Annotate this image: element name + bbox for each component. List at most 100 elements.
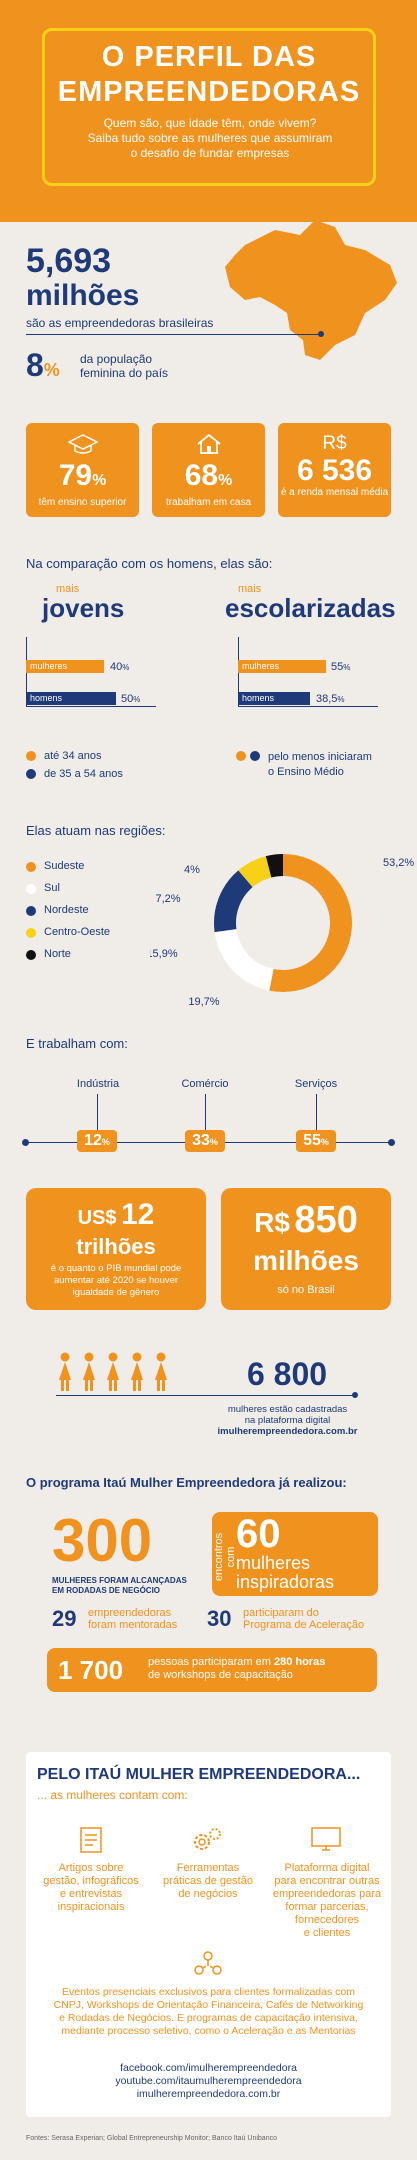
- rodadas-caption: MULHERES FORAM ALCANÇADAS EM RODADAS DE …: [52, 1576, 187, 1596]
- sector-connector: [205, 1094, 206, 1130]
- caption-line: foram mentoradas: [88, 1619, 178, 1631]
- timeline-dot: [388, 1139, 395, 1146]
- bar-label: homens: [30, 693, 63, 703]
- educated-title: escolarizadas: [225, 593, 396, 623]
- unit: %: [343, 663, 351, 672]
- region-legend-item: Sul: [26, 882, 146, 896]
- caption-line: igualdade de gênero: [72, 1287, 160, 1298]
- benefit-links: facebook.com/imulherempreendedora youtub…: [37, 2062, 380, 2101]
- donut-label: 19,7%: [188, 996, 219, 1008]
- caption-line: inspiradoras: [236, 1572, 335, 1592]
- stat-card-income: R$ 6 536 é a renda mensal média: [278, 423, 391, 517]
- facebook-link[interactable]: facebook.com/imulherempreendedora: [120, 2062, 297, 2074]
- caption-line: na plataforma digital: [244, 1415, 331, 1426]
- young-bar-men: homens: [26, 692, 116, 705]
- caption-line: empreendedoras: [88, 1607, 172, 1619]
- unit: trilhões: [76, 1234, 156, 1259]
- benefit-line: inspiracionais: [57, 1901, 125, 1913]
- header-frame: [42, 28, 376, 186]
- benefit-line: de negócios: [178, 1888, 238, 1900]
- value: 33: [192, 1132, 210, 1149]
- caption-bold: 280 horas: [273, 1656, 326, 1668]
- donut-label: 15,9%: [150, 948, 178, 960]
- timeline-dot: [22, 1139, 29, 1146]
- sources-footnote: Fontes: Serasa Experian; Global Entrepre…: [26, 2135, 277, 2142]
- divider-dot: [352, 1392, 358, 1398]
- legend-dot: [236, 751, 246, 761]
- sector-connector: [316, 1094, 317, 1130]
- comparison-heading: Na comparação com os homens, elas são:: [26, 556, 273, 571]
- donut-label: 7,2%: [155, 893, 180, 905]
- sector-label-servicos: Serviços: [294, 1078, 338, 1090]
- sector-value-industria: 12%: [77, 1130, 117, 1152]
- encontros-value: 60: [236, 1512, 281, 1556]
- benefit-line: para encontrar outras: [274, 1875, 380, 1887]
- benefit-line: CNPJ, Workshops de Orientação Financeira…: [53, 1999, 364, 2011]
- sector-label-industria: Indústria: [76, 1078, 120, 1090]
- population-pct-value: 8: [26, 347, 44, 383]
- sector-connector: [97, 1094, 98, 1130]
- stat-card-higher-education: 79% têm ensino superior: [26, 423, 139, 517]
- woman-icon: [155, 1352, 167, 1391]
- educated-bar-women: mulheres: [238, 660, 326, 673]
- benefit-line: e Rodadas de Negócios. E programas de ca…: [59, 2012, 358, 2024]
- page-title: O PERFIL DAS EMPREENDEDORAS: [42, 40, 376, 110]
- benefits-title: PELO ITAÚ MULHER EMPREENDEDORA...: [37, 1766, 361, 1783]
- stat-card-home-work: 68% trabalham em casa: [152, 423, 265, 517]
- value: 850: [294, 1199, 358, 1241]
- caption-line: mulheres estão cadastradas: [227, 1404, 348, 1415]
- region-legend-label: Sudeste: [44, 860, 85, 872]
- benefit-line: mediante processo seletivo, como o Acele…: [61, 2025, 356, 2037]
- donut-slice-sudeste: [269, 854, 352, 992]
- region-legend-dot: [26, 928, 36, 938]
- subtitle-line-1: Quem são, que idade têm, onde vivem?: [103, 116, 317, 130]
- value: 40: [110, 661, 123, 673]
- region-legend-dot: [26, 884, 36, 894]
- caption-line: Programa de Aceleração: [243, 1619, 365, 1631]
- house-icon: [196, 433, 221, 454]
- title-line-1: O PERFIL DAS: [101, 41, 317, 73]
- platform-url: imulherempreendedora.com.br: [217, 1426, 358, 1437]
- region-legend-label: Nordeste: [44, 904, 89, 916]
- legend-dot: [26, 751, 36, 761]
- platform-divider: [56, 1395, 356, 1396]
- unit: %: [337, 695, 345, 704]
- benefit-platform: Plataforma digital para encontrar outras…: [272, 1862, 382, 1940]
- woman-icon: [83, 1352, 95, 1391]
- educated-baseline: [238, 706, 378, 707]
- region-legend-item: Centro-Oeste: [26, 926, 146, 940]
- sector-value-servicos: 55%: [296, 1130, 336, 1152]
- document-icon: [80, 1827, 102, 1853]
- legend-line-1: pelo menos iniciaram: [268, 751, 372, 763]
- bar-label: homens: [242, 693, 275, 703]
- young-title: jovens: [42, 593, 125, 623]
- benefit-articles: Artigos sobre gestão, infográficos e ent…: [37, 1862, 145, 1914]
- value: 50: [121, 693, 134, 705]
- encontros-caption: mulheres inspiradoras: [236, 1554, 334, 1592]
- region-legend-label: Centro-Oeste: [44, 926, 111, 938]
- benefit-tools: Ferramentas práticas de gestão de negóci…: [155, 1862, 261, 1901]
- value: 55: [303, 1132, 321, 1149]
- benefits-subtitle: ... as mulheres contam com:: [37, 1788, 188, 1802]
- donut-slice-norte: [265, 854, 284, 878]
- brazil-gdp-card: R$ 850 milhões só no Brasil: [221, 1188, 391, 1310]
- mentor-caption: empreendedoras foram mentoradas: [88, 1607, 177, 1631]
- people-network-icon: [194, 1951, 222, 1975]
- region-legend-label: Sul: [44, 882, 60, 894]
- currency-icon: R$: [322, 433, 347, 454]
- educated-legend: pelo menos iniciaram o Ensino Médio: [268, 750, 372, 780]
- sector-label-comercio: Comércio: [181, 1078, 229, 1090]
- caption-line: mulheres: [236, 1553, 311, 1573]
- bar-label: mulheres: [30, 661, 68, 671]
- unit: milhões: [253, 1245, 359, 1276]
- regions-heading: Elas atuam nas regiões:: [26, 823, 166, 838]
- region-legend-item: Nordeste: [26, 904, 146, 918]
- caption-line: é o quanto o PIB mundial pode: [50, 1263, 182, 1274]
- website-link[interactable]: imulherempreendedora.com.br: [136, 2088, 281, 2100]
- title-line-2: EMPREENDEDORAS: [57, 76, 361, 108]
- mentor-value: 29: [52, 1606, 77, 1631]
- value: 12: [120, 1198, 155, 1231]
- woman-icon: [107, 1352, 119, 1391]
- youtube-link[interactable]: youtube.com/itaumulherempreendedora: [115, 2075, 302, 2087]
- young-bar-women-value: 40%: [110, 661, 129, 673]
